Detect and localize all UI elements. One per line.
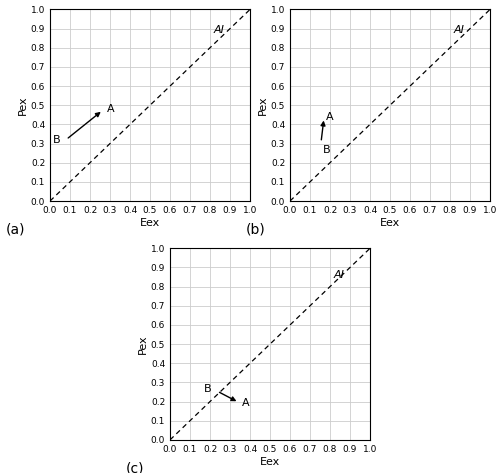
Y-axis label: Pex: Pex xyxy=(138,334,148,354)
Text: AI: AI xyxy=(334,270,345,280)
Y-axis label: Pex: Pex xyxy=(18,96,28,115)
Text: B: B xyxy=(204,384,212,394)
X-axis label: Eex: Eex xyxy=(260,456,280,466)
Text: A: A xyxy=(106,104,114,114)
Text: (c): (c) xyxy=(126,462,144,473)
Text: B: B xyxy=(53,135,60,145)
Text: AI: AI xyxy=(454,26,465,35)
Text: A: A xyxy=(326,112,334,122)
Y-axis label: Pex: Pex xyxy=(258,96,268,115)
X-axis label: Eex: Eex xyxy=(380,218,400,228)
X-axis label: Eex: Eex xyxy=(140,218,160,228)
Text: AI: AI xyxy=(214,26,225,35)
Text: A: A xyxy=(242,397,250,408)
Text: (a): (a) xyxy=(6,223,25,236)
Text: (b): (b) xyxy=(246,223,266,236)
Text: B: B xyxy=(323,145,330,155)
